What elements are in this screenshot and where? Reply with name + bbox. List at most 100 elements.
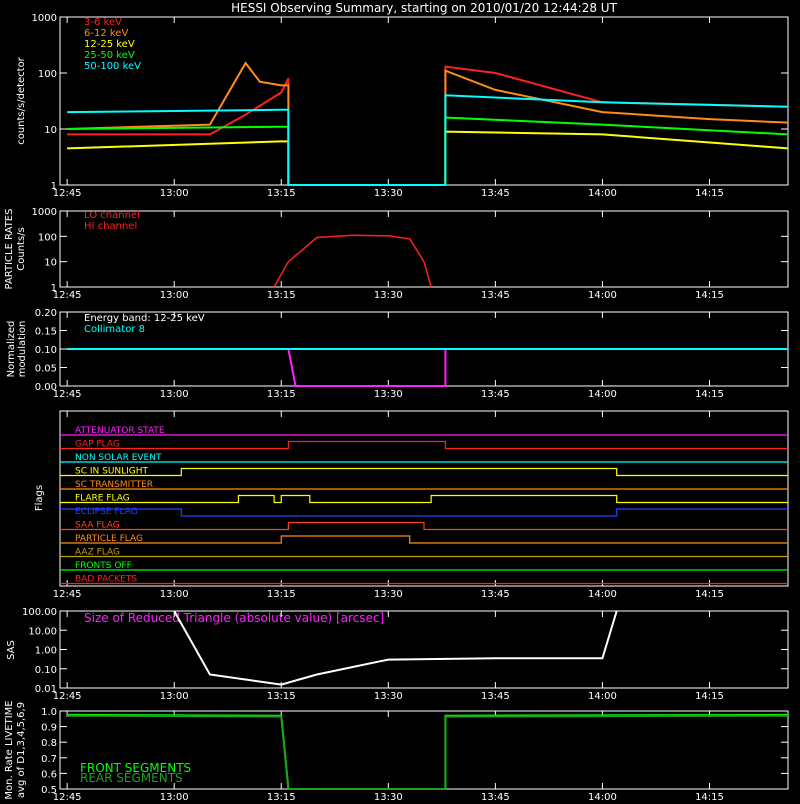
y-tick-label: 1.00	[35, 646, 57, 657]
y-tick-label: 10	[44, 125, 57, 136]
x-tick-label: 13:15	[267, 389, 296, 400]
y-tick-label: 0.6	[41, 769, 57, 780]
y-tick-label: 0.7	[41, 754, 57, 765]
y-tick-label: 0.01	[35, 684, 57, 695]
x-tick-label: 14:00	[588, 188, 617, 199]
x-tick-label: 13:00	[160, 589, 189, 600]
x-tick-label: 13:30	[374, 792, 403, 800]
y-tick-label: 100	[38, 69, 57, 80]
y-tick-label: 10.00	[28, 626, 57, 637]
flags-panel	[59, 410, 789, 587]
x-tick-label: 13:00	[160, 389, 189, 400]
flag-label: PARTICLE FLAG	[75, 534, 143, 544]
x-tick-label: 14:00	[588, 792, 617, 800]
y-tick-label: 0.8	[41, 738, 57, 749]
flag-label: BAD PACKETS	[75, 575, 137, 585]
x-tick-label: 13:45	[481, 389, 510, 400]
livetime-ylabel-1: Mon. Rate LIVETIME	[4, 700, 15, 799]
y-tick-label: 1000	[32, 13, 57, 24]
flag-line	[60, 440, 788, 450]
y-tick-label: 1.0	[41, 707, 57, 718]
x-tick-label: 13:15	[267, 188, 296, 199]
particle-panel	[59, 210, 789, 288]
series-line	[173, 610, 618, 686]
lightcurve-panel	[59, 16, 789, 186]
x-tick-label: 13:00	[160, 188, 189, 199]
y-tick-label: 1	[51, 283, 57, 294]
particle-ylabel-1: PARTICLE RATES	[4, 209, 15, 290]
x-tick-label: 13:45	[481, 792, 510, 800]
flag-line	[60, 535, 788, 544]
x-tick-label: 14:15	[695, 188, 724, 199]
modulation-ylabel-2: modulation	[17, 321, 28, 378]
flag-label: SAA FLAG	[75, 521, 120, 531]
x-tick-label: 13:30	[374, 691, 403, 702]
chart-marks: 12:45 13:00 13:15 13:30 13:45 14:00 14:1511010…	[22, 13, 789, 803]
x-tick-label: 12:45	[53, 792, 82, 800]
x-tick-label: 14:00	[588, 589, 617, 600]
x-tick-label: 13:45	[481, 290, 510, 301]
x-tick-label: 12:45	[53, 691, 82, 702]
legend-front-segments: FRONT SEGMENTS	[80, 761, 191, 775]
modulation-ylabel-1: Normalized	[6, 321, 17, 378]
x-tick-label: 12:45	[53, 389, 82, 400]
particle-ylabel-2: Counts/s	[16, 227, 27, 271]
legend-collimator: Collimator 8	[84, 324, 145, 335]
x-tick-label: 13:15	[267, 792, 296, 800]
x-tick-label: 14:15	[695, 589, 724, 600]
series-line	[273, 234, 432, 288]
x-tick-label: 13:00	[160, 691, 189, 702]
y-tick-label: 0.10	[35, 345, 57, 356]
x-tick-label: 14:15	[695, 792, 724, 800]
legend-6-12: 6-12 keV	[84, 28, 128, 39]
x-tick-label: 12:45	[53, 589, 82, 600]
x-tick-label: 14:00	[588, 389, 617, 400]
y-tick-label: 0.5	[41, 785, 57, 796]
legend-3-6: 3-6 keV	[84, 17, 122, 28]
x-tick-label: 13:45	[481, 691, 510, 702]
y-tick-label: 1	[51, 181, 57, 192]
x-tick-label: 13:30	[374, 389, 403, 400]
plot-title: HESSI Observing Summary, starting on 201…	[231, 1, 617, 15]
flag-label: GAP FLAG	[75, 440, 120, 450]
y-tick-label: 10	[44, 258, 57, 269]
sas-ylabel: SAS	[6, 640, 17, 660]
sas-annotation: Size of Reduced Triangle (absolute value…	[84, 611, 384, 625]
legend-12-25: 12-25 keV	[84, 39, 135, 50]
series-line	[67, 61, 789, 186]
flag-line	[60, 494, 788, 504]
livetime-ylabel-2: avg of D1,3,4,5,6,9	[16, 702, 27, 798]
x-tick-label: 13:00	[160, 792, 189, 800]
x-tick-label: 14:15	[695, 389, 724, 400]
series-line	[67, 94, 789, 186]
y-tick-label: 0.05	[35, 364, 57, 375]
x-tick-label: 13:30	[374, 188, 403, 199]
series-line	[67, 116, 789, 186]
legend-hi-channel: HI channel	[84, 221, 137, 232]
legend-rear-segments: REAR SEGMENTS	[80, 771, 183, 785]
y-tick-label: 100.00	[22, 607, 57, 618]
x-tick-label: 14:15	[695, 290, 724, 301]
legend-energy-band: Energy band: 12-25 keV	[84, 313, 205, 324]
series-line	[67, 130, 789, 186]
x-tick-label: 12:45	[53, 188, 82, 199]
y-tick-label: 1000	[32, 207, 57, 218]
y-tick-label: 0.15	[35, 327, 57, 338]
flag-label: ECLIPSE FLAG	[75, 507, 138, 517]
y-tick-label: 0.20	[35, 308, 57, 319]
flag-label: SC TRANSMITTER	[75, 480, 153, 490]
y-tick-label: 0.00	[35, 382, 57, 393]
flag-label: ATTENUATOR STATE	[75, 426, 165, 436]
flag-line	[60, 521, 788, 531]
x-tick-label: 14:15	[695, 691, 724, 702]
x-tick-label: 13:15	[267, 589, 296, 600]
flag-label: AAZ FLAG	[75, 548, 120, 558]
series-line	[67, 348, 788, 387]
x-tick-label: 13:15	[267, 691, 296, 702]
flag-label: NON SOLAR EVENT	[75, 453, 162, 463]
x-tick-label: 13:45	[481, 589, 510, 600]
y-tick-label: 0.9	[41, 723, 57, 734]
legend-25-50: 25-50 keV	[84, 50, 135, 61]
